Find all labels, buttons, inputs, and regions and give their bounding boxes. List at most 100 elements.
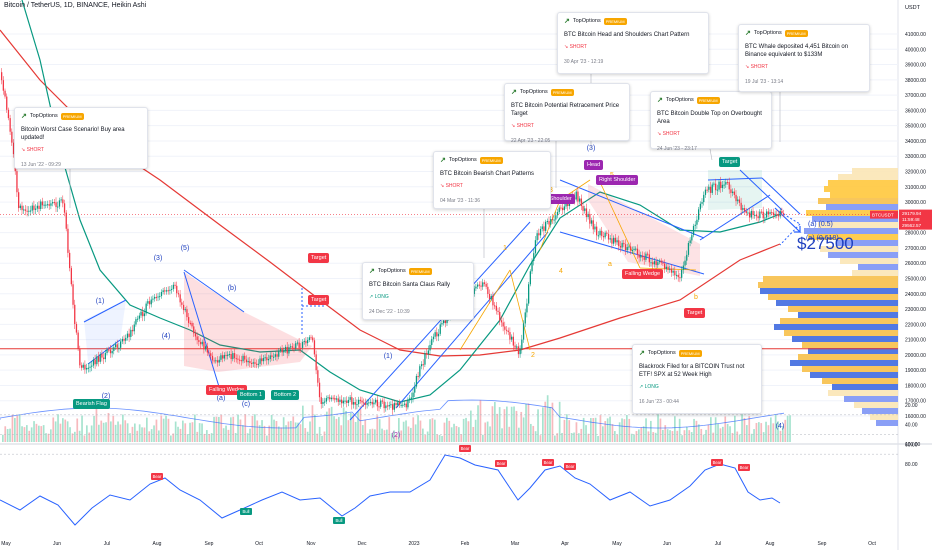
idea-title[interactable]: BTC Bitcoin Bearish Chart Patterns bbox=[440, 171, 535, 177]
candle-body bbox=[176, 285, 178, 294]
candle-body bbox=[233, 353, 236, 359]
volume-bar bbox=[119, 424, 122, 442]
idea-title[interactable]: Bitcoin Worst Case Scenario! Buy area up… bbox=[21, 127, 125, 141]
idea-author[interactable]: ↗ TopOptions PREMIUM bbox=[745, 29, 863, 37]
pattern-tag[interactable]: Falling Wedge bbox=[206, 385, 248, 395]
idea-card[interactable]: ↗ TopOptions PREMIUM Bitcoin Worst Case Sce… bbox=[14, 107, 148, 169]
pattern-tag[interactable]: Falling Wedge bbox=[622, 269, 664, 279]
candle-body bbox=[662, 262, 664, 264]
candle-body bbox=[494, 305, 496, 307]
idea-card[interactable]: ↗ TopOptions PREMIUM BTC Bitcoin Potential … bbox=[504, 83, 630, 144]
trend-line bbox=[761, 177, 801, 215]
idea-title[interactable]: BTC Bitcoin Santa Claus Rally bbox=[369, 282, 451, 288]
idea-title[interactable]: BTC Whale deposited 4,451 Bitcoin on Bin… bbox=[745, 44, 849, 58]
wave-label: a bbox=[608, 261, 612, 268]
volume-bar bbox=[762, 432, 765, 442]
idea-card[interactable]: ↗ TopOptions PREMIUM BTC Bitcoin Head and S… bbox=[557, 12, 709, 74]
idea-title[interactable]: BTC Bitcoin Double Top on Overbought Are… bbox=[657, 111, 762, 125]
volume-bar bbox=[33, 421, 35, 442]
candle-body bbox=[349, 397, 351, 400]
price-target-label: $27500 bbox=[797, 234, 854, 253]
volume-bar bbox=[95, 408, 98, 442]
rsi-tick-label: 20.00 bbox=[905, 403, 918, 409]
volume-bar bbox=[784, 419, 787, 442]
idea-title[interactable]: BTC Bitcoin Head and Shoulders Chart Pat… bbox=[564, 32, 690, 38]
volume-bar bbox=[299, 424, 302, 442]
pattern-tag[interactable]: Target bbox=[308, 295, 330, 305]
volume-bar bbox=[306, 431, 309, 442]
pattern-tag[interactable]: Target bbox=[684, 308, 706, 318]
volume-bar bbox=[371, 428, 374, 442]
candle-body bbox=[624, 244, 627, 251]
pattern-tag[interactable]: Head bbox=[584, 160, 604, 170]
candle-body bbox=[636, 248, 639, 255]
pattern-tag[interactable]: Right Shoulder bbox=[596, 175, 639, 185]
volume-bar bbox=[359, 406, 362, 442]
candle-body bbox=[313, 340, 316, 355]
volume-bar bbox=[755, 422, 758, 442]
volume-bar bbox=[412, 417, 415, 442]
idea-author[interactable]: ↗ TopOptions PREMIUM bbox=[564, 17, 702, 25]
volume-bar bbox=[369, 429, 371, 442]
idea-title[interactable]: Blackrock Filed for a BITCOIN Trust not … bbox=[639, 364, 745, 378]
idea-card[interactable]: ↗ TopOptions PREMIUM BTC Bitcoin Santa Clau… bbox=[362, 262, 474, 320]
idea-card[interactable]: ↗ TopOptions PREMIUM Blackrock Filed for a … bbox=[632, 344, 762, 414]
pattern-tag[interactable]: Left Shoulder bbox=[536, 194, 575, 204]
volume-bar bbox=[354, 421, 357, 442]
candle-body bbox=[706, 189, 708, 191]
time-tick-label: Sep bbox=[818, 541, 827, 547]
idea-title[interactable]: BTC Bitcoin Potential Retracement Price … bbox=[511, 103, 620, 117]
idea-author[interactable]: ↗ TopOptions PREMIUM bbox=[21, 112, 141, 120]
candle-body bbox=[577, 191, 579, 202]
candle-body bbox=[584, 208, 586, 211]
candle-body bbox=[18, 192, 20, 209]
candle-body bbox=[177, 293, 180, 295]
idea-author[interactable]: ↗ TopOptions PREMIUM bbox=[369, 267, 467, 275]
candle-body bbox=[558, 207, 560, 212]
idea-card[interactable]: ↗ TopOptions PREMIUM BTC Bitcoin Double Top… bbox=[650, 91, 772, 152]
volume-bar bbox=[105, 422, 107, 442]
volume-bar bbox=[47, 433, 50, 442]
idea-author[interactable]: ↗ TopOptions PREMIUM bbox=[440, 156, 544, 164]
pattern-tag[interactable]: Bearish Flag bbox=[73, 399, 110, 409]
volume-bar bbox=[287, 421, 290, 442]
volume-bar bbox=[290, 420, 292, 442]
candle-body bbox=[623, 242, 625, 245]
price-tick-label: 31000.00 bbox=[905, 185, 926, 191]
candle-body bbox=[101, 354, 103, 358]
volume-profile-bar bbox=[776, 300, 898, 306]
volume-bar bbox=[482, 434, 484, 442]
volume-bar bbox=[126, 423, 129, 442]
volume-bar bbox=[654, 432, 657, 442]
candle-body bbox=[497, 310, 499, 312]
idea-author[interactable]: ↗ TopOptions PREMIUM bbox=[657, 96, 765, 104]
last-price-text: 29562.57 bbox=[902, 223, 922, 228]
idea-author[interactable]: ↗ TopOptions PREMIUM bbox=[639, 349, 755, 357]
candle-body bbox=[694, 224, 696, 226]
idea-author[interactable]: ↗ TopOptions PREMIUM bbox=[511, 88, 623, 96]
candle-body bbox=[308, 337, 310, 341]
candle-body bbox=[368, 402, 370, 404]
volume-bar bbox=[196, 431, 199, 442]
candle-body bbox=[499, 311, 501, 321]
idea-card[interactable]: ↗ TopOptions PREMIUM BTC Whale deposited 4,… bbox=[738, 24, 870, 92]
candle-body bbox=[551, 219, 554, 221]
volume-bar bbox=[388, 417, 391, 442]
volume-profile-bar bbox=[870, 414, 898, 420]
candle-body bbox=[318, 382, 321, 398]
volume-bar bbox=[501, 428, 503, 442]
candle-body bbox=[106, 349, 108, 354]
pattern-tag[interactable]: Bottom 2 bbox=[271, 390, 300, 400]
pattern-tag[interactable]: Target bbox=[308, 253, 330, 263]
pattern-tag[interactable]: Target bbox=[719, 157, 741, 167]
idea-date: 22 Apr '23 - 22:05 bbox=[511, 138, 551, 144]
idea-card[interactable]: ↗ TopOptions PREMIUM BTC Bitcoin Bearish Ch… bbox=[433, 151, 551, 209]
volume-bar bbox=[623, 419, 626, 442]
volume-bar bbox=[782, 426, 784, 442]
pattern-tag[interactable]: Bottom 1 bbox=[237, 390, 266, 400]
candle-body bbox=[781, 210, 783, 214]
author-name: TopOptions bbox=[377, 268, 406, 274]
premium-badge: PREMIUM bbox=[550, 88, 574, 96]
volume-profile-bar bbox=[798, 312, 898, 318]
volume-profile-bar bbox=[852, 168, 898, 174]
